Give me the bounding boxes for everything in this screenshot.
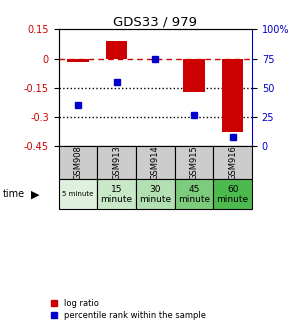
Bar bbox=[59, 179, 97, 209]
Text: GSM914: GSM914 bbox=[151, 145, 160, 180]
Bar bbox=[222, 59, 243, 132]
Bar bbox=[213, 179, 252, 209]
Text: GSM915: GSM915 bbox=[190, 145, 198, 180]
Text: GSM913: GSM913 bbox=[112, 145, 121, 180]
Text: 5 minute: 5 minute bbox=[62, 191, 94, 197]
Bar bbox=[97, 146, 136, 179]
Text: time: time bbox=[3, 189, 25, 199]
Text: GSM916: GSM916 bbox=[228, 145, 237, 180]
Bar bbox=[67, 59, 88, 62]
Bar bbox=[183, 59, 205, 92]
Text: 60
minute: 60 minute bbox=[217, 185, 249, 204]
Text: 30
minute: 30 minute bbox=[139, 185, 171, 204]
Text: ▶: ▶ bbox=[31, 189, 39, 199]
Title: GDS33 / 979: GDS33 / 979 bbox=[113, 15, 197, 28]
Bar bbox=[136, 179, 175, 209]
Bar bbox=[97, 179, 136, 209]
Bar bbox=[136, 146, 175, 179]
Text: GSM908: GSM908 bbox=[74, 145, 82, 180]
Bar bbox=[213, 146, 252, 179]
Text: 45
minute: 45 minute bbox=[178, 185, 210, 204]
Bar bbox=[175, 146, 213, 179]
Bar bbox=[106, 41, 127, 59]
Bar bbox=[59, 146, 97, 179]
Text: 15
minute: 15 minute bbox=[100, 185, 133, 204]
Bar bbox=[175, 179, 213, 209]
Legend: log ratio, percentile rank within the sample: log ratio, percentile rank within the sa… bbox=[51, 299, 206, 319]
